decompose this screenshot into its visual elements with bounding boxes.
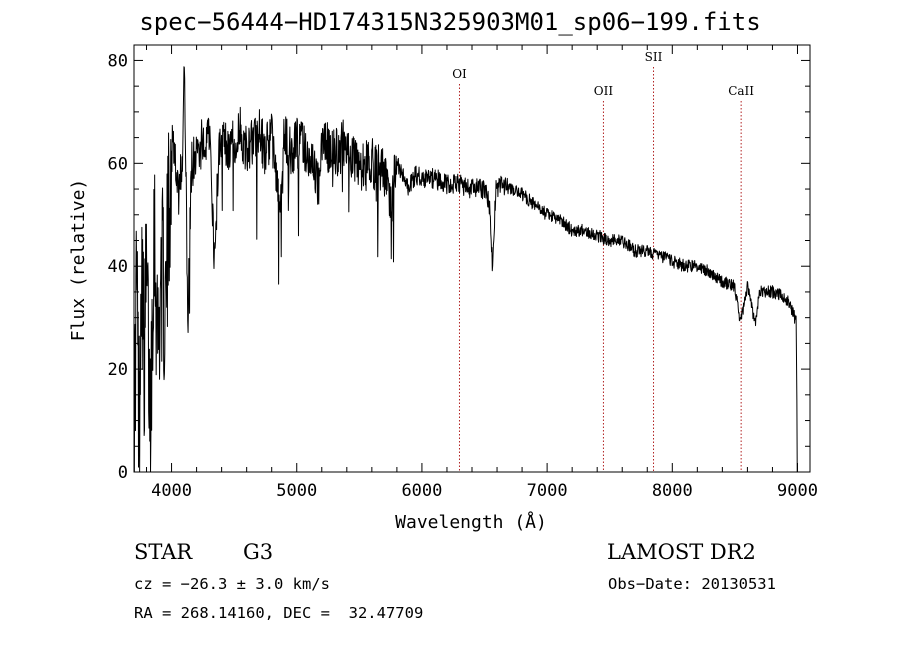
line-markers: OI OII SII CaII xyxy=(452,50,754,472)
coordinates: RA = 268.14160, DEC = 32.47709 xyxy=(134,604,424,622)
x-tick-label: 7000 xyxy=(527,481,568,501)
line-label-sii: SII xyxy=(645,50,663,64)
x-tick-label: 8000 xyxy=(652,481,693,501)
spectrum-line xyxy=(133,66,798,473)
plot-border xyxy=(133,44,811,473)
x-tick-label: 5000 xyxy=(276,481,317,501)
chart-title: spec−56444−HD174315N325903M01_sp06−199.f… xyxy=(139,8,761,36)
x-tick-label: 9000 xyxy=(777,481,818,501)
redshift-readout: cz = −26.3 ± 3.0 km/s xyxy=(134,575,330,593)
y-axis-label: Flux (relative) xyxy=(68,179,89,342)
y-tick-label: 20 xyxy=(108,360,128,380)
survey-name: LAMOST DR2 xyxy=(607,540,756,564)
x-axis-label: Wavelength (Å) xyxy=(395,511,547,533)
line-label-caii: CaII xyxy=(728,84,754,98)
obs-date: Obs−Date: 20130531 xyxy=(608,575,776,593)
spectrum-layer xyxy=(133,66,798,473)
x-tick-label: 6000 xyxy=(401,481,442,501)
x-tick-label: 4000 xyxy=(151,481,192,501)
line-label-oi: OI xyxy=(452,67,467,81)
y-tick-label: 60 xyxy=(108,154,128,174)
tick-labels: 4000 5000 6000 7000 8000 9000 0 20 40 60 80 xyxy=(108,51,818,501)
y-tick-label: 40 xyxy=(108,257,128,277)
y-tick-label: 0 xyxy=(118,463,128,483)
plot-frame xyxy=(133,44,811,473)
object-subclass: G3 xyxy=(243,540,274,564)
line-label-oii: OII xyxy=(594,84,614,98)
y-tick-label: 80 xyxy=(108,51,128,71)
axis-ticks xyxy=(134,45,810,473)
object-class: STAR xyxy=(134,540,193,564)
